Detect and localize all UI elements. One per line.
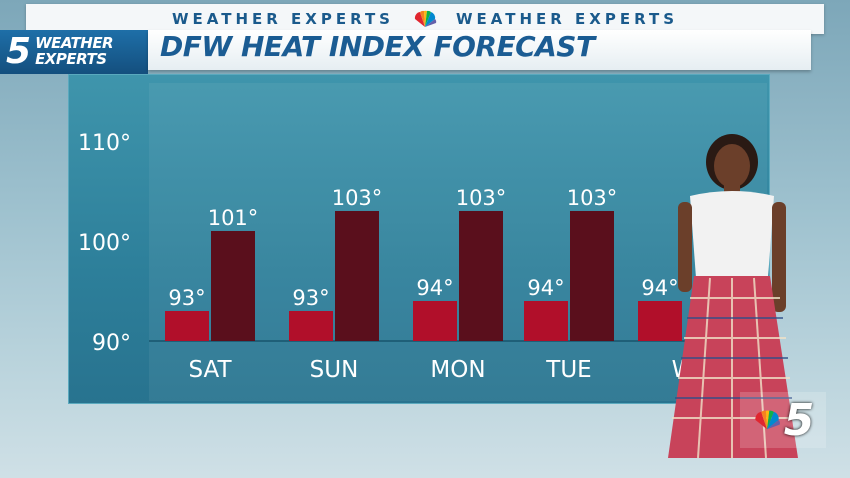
title-bar: DFW HEAT INDEX FORECAST bbox=[148, 30, 811, 70]
x-tick-label: TUE bbox=[545, 357, 591, 383]
data-label: 93° bbox=[168, 286, 205, 310]
station-logo: 5 WEATHER EXPERTS bbox=[0, 30, 148, 74]
heat-index-chart: 90° 100° 110° 93° 101° SAT 93° 103° SUN 94° 103° MO… bbox=[78, 83, 767, 401]
banner-text-right: WEATHER EXPERTS bbox=[456, 10, 679, 28]
bar-mon-low bbox=[413, 301, 457, 341]
peacock-logo-icon bbox=[755, 410, 780, 430]
x-tick-label: SUN bbox=[310, 357, 359, 383]
y-tick-label: 100° bbox=[78, 231, 131, 256]
data-label: 94° bbox=[527, 276, 564, 300]
data-label: 94° bbox=[416, 276, 453, 300]
station-logo-line2: EXPERTS bbox=[35, 50, 107, 68]
corner-logo-number: 5 bbox=[783, 394, 815, 446]
bar-mon-high bbox=[459, 211, 503, 341]
page-title: DFW HEAT INDEX FORECAST bbox=[160, 30, 595, 63]
top-banner: WEATHER EXPERTS WEATHER EXPERTS bbox=[26, 4, 824, 34]
bar-sat-low bbox=[165, 311, 209, 341]
station-logo-line1: WEATHER bbox=[35, 34, 114, 53]
data-label: 93° bbox=[292, 286, 329, 310]
bar-sun-low bbox=[289, 311, 333, 341]
banner-text-left: WEATHER EXPERTS bbox=[171, 10, 394, 28]
peacock-icon bbox=[414, 10, 437, 28]
x-tick-label: MON bbox=[430, 357, 485, 383]
bar-tue-low bbox=[524, 301, 568, 341]
x-tick-label: SAT bbox=[188, 357, 232, 383]
y-tick-label: 110° bbox=[78, 131, 131, 156]
data-label: 103° bbox=[332, 186, 383, 210]
data-label: 103° bbox=[456, 186, 507, 210]
presenter-figure bbox=[668, 134, 798, 459]
bar-sat-high bbox=[211, 231, 255, 341]
y-tick-label: 90° bbox=[92, 331, 131, 356]
corner-station-logo: 5 bbox=[740, 392, 826, 448]
bar-w-low bbox=[638, 301, 682, 341]
chart-panel: 90° 100° 110° 93° 101° SAT 93° 103° SUN 94° 103° MO… bbox=[68, 74, 770, 404]
station-logo-number: 5 bbox=[6, 31, 32, 72]
bar-sun-high bbox=[335, 211, 379, 341]
bar-tue-high bbox=[570, 211, 614, 341]
data-label: 103° bbox=[567, 186, 618, 210]
data-label: 94° bbox=[641, 276, 678, 300]
data-label: 101° bbox=[208, 206, 259, 230]
